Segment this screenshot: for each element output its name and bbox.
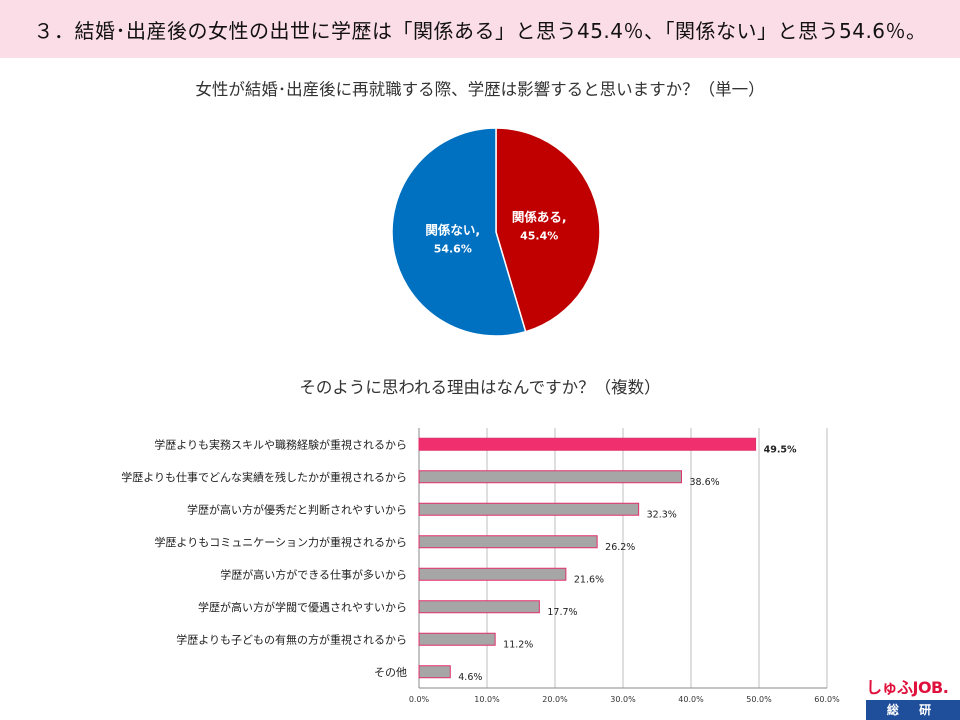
header-band bbox=[0, 0, 960, 58]
logo-wordmark: しゅふJOB. bbox=[866, 678, 949, 697]
pie-slice-label-0: 関係ある, bbox=[512, 210, 567, 225]
x-tick-label-2: 20.0% bbox=[542, 695, 568, 704]
x-tick-label-0: 0.0% bbox=[409, 695, 430, 704]
category-label-6: 学歴よりも子どもの有無の方が重視されるから bbox=[176, 632, 407, 646]
bar-5 bbox=[418, 600, 540, 614]
page-title: ３．結婚･出産後の女性の出世に学歴は「関係ある」と思う45.4％、「関係ない」と… bbox=[33, 18, 927, 43]
data-label-1: 38.6% bbox=[689, 477, 719, 488]
data-label-0: 49.5% bbox=[764, 444, 797, 455]
bar-2 bbox=[418, 502, 640, 516]
brand-logo: しゅふJOB. 総 研 bbox=[866, 676, 960, 720]
data-label-5: 17.7% bbox=[547, 607, 577, 618]
pie-slice-0 bbox=[495, 127, 601, 333]
bar-6 bbox=[418, 632, 496, 646]
bar-chart-title: そのように思われる理由はなんですか？（複数） bbox=[299, 378, 661, 397]
category-label-3: 学歴よりもコミュニケーション力が重視されるから bbox=[154, 535, 407, 549]
bar-4 bbox=[418, 567, 567, 581]
data-label-2: 32.3% bbox=[647, 509, 677, 520]
category-label-5: 学歴が高い方が学閥で優遇されやすいから bbox=[198, 600, 407, 614]
bar-0 bbox=[418, 437, 757, 451]
pie-slice-label-1: 関係ない, bbox=[425, 222, 480, 237]
pie-slice-1 bbox=[391, 127, 527, 337]
pie-slice-value-0: 45.4% bbox=[520, 230, 558, 243]
data-label-7: 4.6% bbox=[458, 672, 482, 683]
pie-chart-title: 女性が結婚･出産後に再就職する際、学歴は影響すると思いますか？（単一） bbox=[195, 80, 765, 99]
x-tick-label-4: 40.0% bbox=[678, 695, 704, 704]
bar-1 bbox=[418, 470, 682, 484]
x-tick-label-6: 60.0% bbox=[814, 695, 840, 704]
data-label-4: 21.6% bbox=[574, 574, 604, 585]
x-tick-label-1: 10.0% bbox=[474, 695, 500, 704]
category-label-1: 学歴よりも仕事でどんな実績を残したかが重視されるから bbox=[121, 470, 407, 484]
bar-7 bbox=[418, 665, 451, 679]
pie-slice-value-1: 54.6% bbox=[434, 242, 472, 255]
x-tick-label-3: 30.0% bbox=[610, 695, 636, 704]
category-label-2: 学歴が高い方が優秀だと判断されやすいから bbox=[187, 502, 407, 516]
bar-3 bbox=[418, 535, 598, 549]
category-label-4: 学歴が高い方ができる仕事が多いから bbox=[220, 567, 407, 581]
category-label-0: 学歴よりも実務スキルや職務経験が重視されるから bbox=[154, 437, 407, 451]
category-label-7: その他 bbox=[374, 666, 407, 679]
data-label-3: 26.2% bbox=[605, 542, 635, 553]
logo-subtitle: 総 研 bbox=[866, 700, 960, 720]
x-tick-label-5: 50.0% bbox=[746, 695, 772, 704]
data-label-6: 11.2% bbox=[503, 639, 533, 650]
